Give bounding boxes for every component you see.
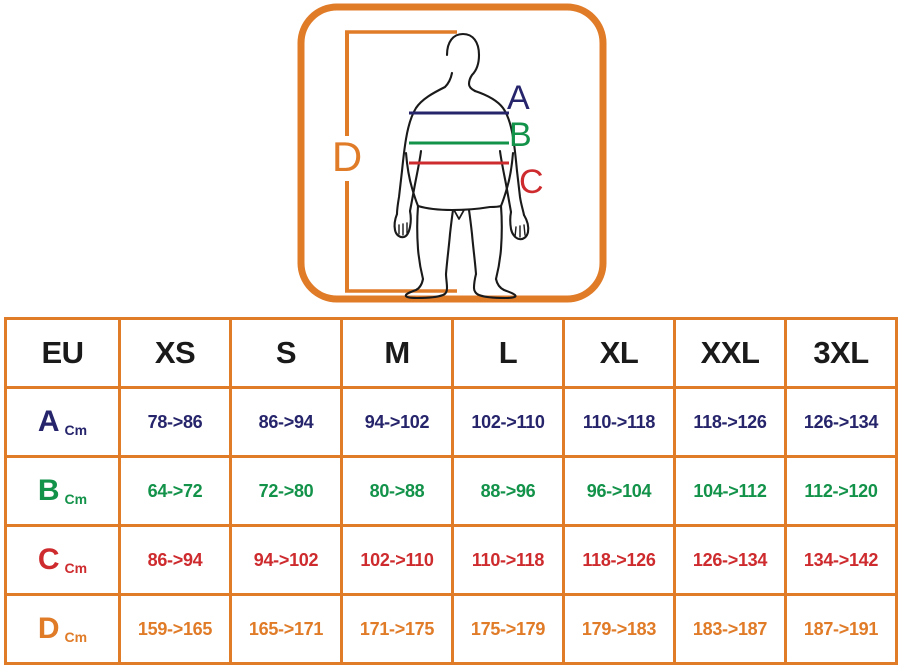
header-cell-xs: XS: [118, 317, 232, 389]
row-label-b: B Cm: [4, 455, 121, 527]
height-dimension-line-d: [345, 30, 457, 293]
cell-d-s: 165->171: [229, 593, 343, 665]
cell-a-s: 86->94: [229, 386, 343, 458]
cell-a-m: 94->102: [340, 386, 454, 458]
cell-d-l: 175->179: [451, 593, 565, 665]
header-cell-eu: EU: [4, 317, 121, 389]
table-row-a: A Cm 78->86 86->94 94->102 102->110 110->…: [4, 386, 898, 458]
row-label-c-letter: C: [37, 543, 60, 576]
cell-b-3xl: 112->120: [784, 455, 898, 527]
cell-a-xl: 110->118: [562, 386, 676, 458]
cell-c-xl: 118->126: [562, 524, 676, 596]
human-body-outline: [393, 32, 530, 300]
cell-c-s: 94->102: [229, 524, 343, 596]
row-label-d-unit: Cm: [64, 629, 88, 645]
cell-a-xs: 78->86: [118, 386, 232, 458]
header-cell-s: S: [229, 317, 343, 389]
body-measurement-figure-panel: D: [297, 3, 607, 303]
label-b-figure: B: [509, 116, 532, 154]
header-cell-3xl: 3XL: [784, 317, 898, 389]
cell-d-xxl: 183->187: [673, 593, 787, 665]
cell-b-xl: 96->104: [562, 455, 676, 527]
row-label-c: C Cm: [4, 524, 121, 596]
cell-d-3xl: 187->191: [784, 593, 898, 665]
cell-c-xs: 86->94: [118, 524, 232, 596]
cell-b-m: 80->88: [340, 455, 454, 527]
cell-c-l: 110->118: [451, 524, 565, 596]
label-d-figure: D: [332, 133, 362, 180]
cell-c-m: 102->110: [340, 524, 454, 596]
cell-b-s: 72->80: [229, 455, 343, 527]
row-label-c-unit: Cm: [64, 560, 88, 576]
header-cell-l: L: [451, 317, 565, 389]
row-label-b-letter: B: [37, 474, 60, 507]
row-label-d-letter: D: [37, 612, 60, 645]
header-cell-xl: XL: [562, 317, 676, 389]
header-cell-m: M: [340, 317, 454, 389]
row-label-b-unit: Cm: [64, 491, 88, 507]
row-label-a-unit: Cm: [64, 422, 88, 438]
size-chart-table: EU XS S M L XL XXL 3XL A Cm 78->86 86->94…: [4, 317, 898, 665]
cell-b-xxl: 104->112: [673, 455, 787, 527]
figure-frame: [297, 3, 607, 303]
cell-a-3xl: 126->134: [784, 386, 898, 458]
table-row-b: B Cm 64->72 72->80 80->88 88->96 96->104 …: [4, 455, 898, 527]
table-header-row: EU XS S M L XL XXL 3XL: [4, 317, 898, 389]
cell-a-xxl: 118->126: [673, 386, 787, 458]
cell-a-l: 102->110: [451, 386, 565, 458]
label-c-figure: C: [519, 163, 544, 201]
cell-d-xs: 159->165: [118, 593, 232, 665]
label-a-figure: A: [507, 79, 530, 117]
row-label-a-letter: A: [37, 405, 60, 438]
table-row-d: D Cm 159->165 165->171 171->175 175->179 …: [4, 593, 898, 665]
header-cell-xxl: XXL: [673, 317, 787, 389]
cell-b-l: 88->96: [451, 455, 565, 527]
cell-d-xl: 179->183: [562, 593, 676, 665]
row-label-a: A Cm: [4, 386, 121, 458]
cell-c-3xl: 134->142: [784, 524, 898, 596]
cell-d-m: 171->175: [340, 593, 454, 665]
cell-b-xs: 64->72: [118, 455, 232, 527]
row-label-d: D Cm: [4, 593, 121, 665]
body-figure-diagram: D: [297, 3, 607, 303]
table-row-c: C Cm 86->94 94->102 102->110 110->118 118…: [4, 524, 898, 596]
cell-c-xxl: 126->134: [673, 524, 787, 596]
